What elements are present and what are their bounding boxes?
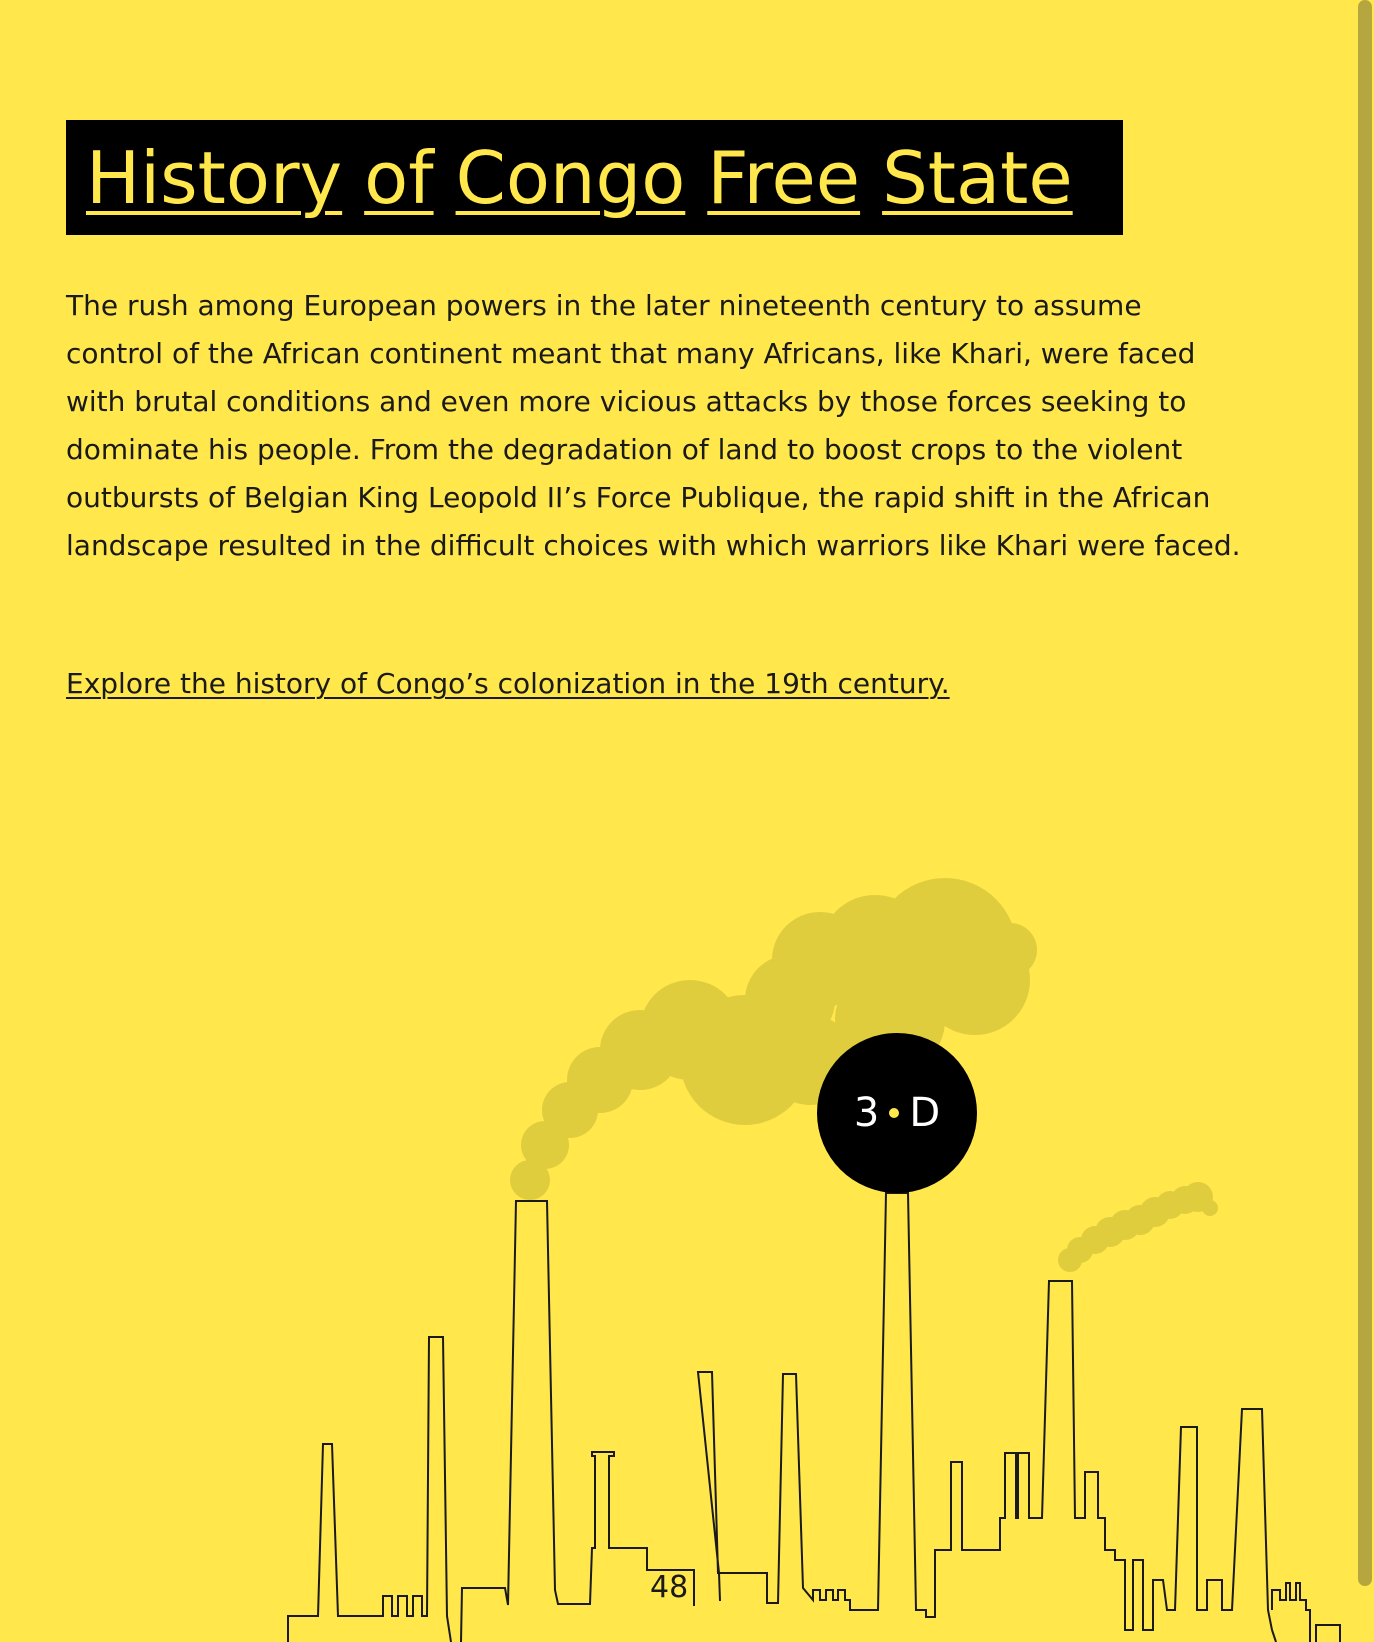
- smoke-cloud-small: [1058, 1182, 1218, 1272]
- 3d-badge-button[interactable]: 3 D: [817, 1033, 977, 1193]
- page-title: History of Congo Free State: [66, 120, 1123, 235]
- badge-label-right: D: [909, 1090, 941, 1136]
- title-link-congo[interactable]: Congo: [455, 135, 686, 220]
- scrollbar-thumb[interactable]: [1358, 0, 1372, 1586]
- title-link-free[interactable]: Free: [707, 135, 861, 220]
- page-number: 48: [650, 1570, 689, 1605]
- title-link-of[interactable]: of: [364, 135, 434, 220]
- explore-history-link[interactable]: Explore the history of Congo’s colonizat…: [66, 667, 950, 700]
- skyline-outline: [287, 1192, 1341, 1642]
- body-paragraph: The rush among European powers in the la…: [66, 289, 1241, 562]
- badge-dot-icon: [889, 1108, 900, 1118]
- badge-label-left: 3: [853, 1090, 880, 1136]
- title-link-history[interactable]: History: [86, 135, 343, 220]
- title-link-state[interactable]: State: [882, 135, 1073, 220]
